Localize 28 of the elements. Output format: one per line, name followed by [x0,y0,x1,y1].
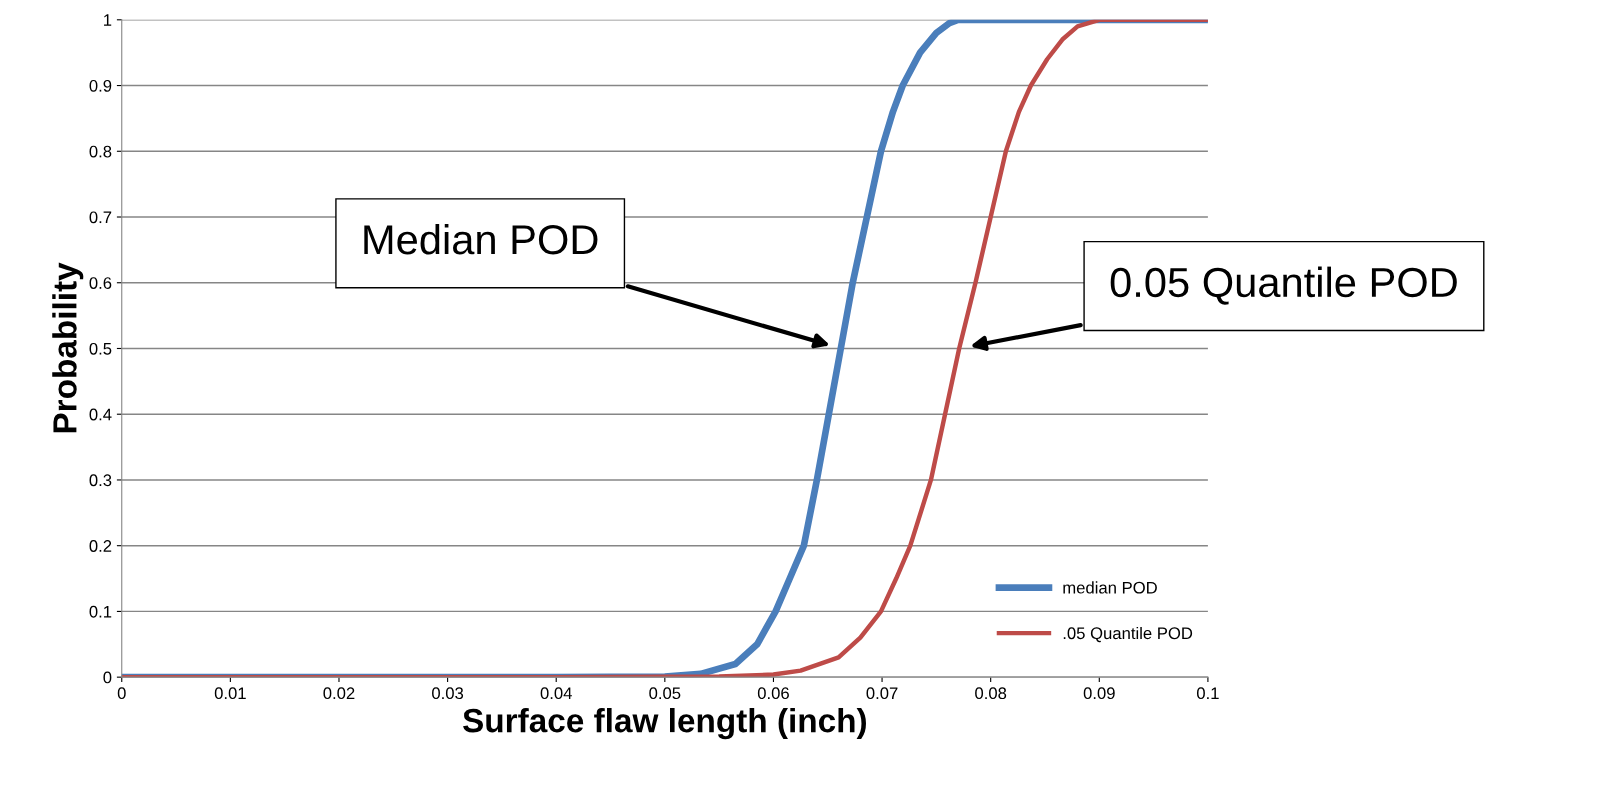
y-tick-label: 0.8 [89,145,112,158]
y-tick-label: 1 [104,14,112,26]
x-tick-label: 0.06 [757,687,789,700]
x-tick-label: 0.09 [1083,687,1115,700]
y-tick-label: 0 [103,671,112,684]
x-tick-label: 0.07 [866,687,898,700]
annotation: Median POD [364,223,598,255]
legend-label: .05 Quantile POD [1063,626,1193,643]
y-tick-label: 0.5 [89,342,112,355]
x-tick-label: 0.03 [432,687,464,700]
x-tick-label: 0.08 [975,687,1007,700]
annotation: 0.05 Quantile POD [1110,266,1457,305]
y-tick-label: 0.1 [89,605,112,618]
y-tick-label: 0.7 [89,211,112,224]
legend-label: median POD [1063,581,1157,594]
x-axis-title: Surface flaw length (inch) [463,707,866,740]
y-tick-label: 0.6 [89,277,112,289]
x-tick-label: 0.1 [1196,687,1219,700]
x-tick-label: 0.05 [649,687,681,700]
x-tick-label: 0.01 [214,687,246,700]
y-tick-label: 0.9 [89,79,112,92]
y-axis-title: Probability [52,262,84,433]
y-tick-label: 0.3 [89,474,112,487]
y-tick-label: 0.4 [89,408,112,421]
x-tick-label: 0.02 [323,687,355,700]
x-tick-label: 0.04 [540,687,572,700]
y-tick-label: 0.2 [89,540,112,552]
x-tick-label: 0 [117,687,126,700]
